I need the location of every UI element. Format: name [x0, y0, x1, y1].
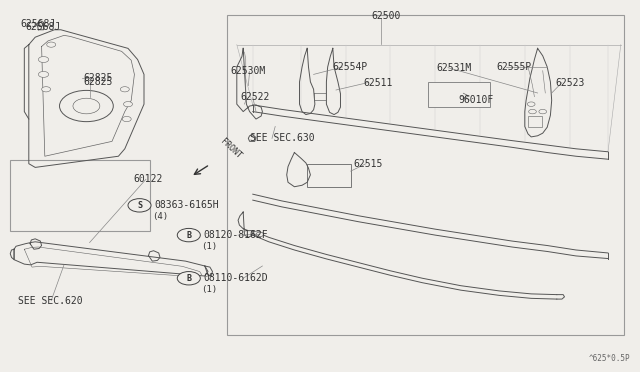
- Circle shape: [256, 232, 264, 237]
- Text: S: S: [137, 201, 142, 210]
- Text: 62511: 62511: [363, 78, 392, 87]
- Bar: [528, 116, 542, 127]
- Text: 62555P: 62555P: [497, 62, 532, 72]
- Circle shape: [47, 42, 56, 47]
- Text: B: B: [186, 231, 191, 240]
- Text: FRONT: FRONT: [219, 137, 243, 161]
- Circle shape: [527, 102, 535, 106]
- Circle shape: [42, 87, 51, 92]
- Circle shape: [529, 109, 536, 114]
- Circle shape: [73, 98, 100, 114]
- Text: SEE SEC.620: SEE SEC.620: [18, 296, 83, 305]
- Text: 62531M: 62531M: [436, 63, 472, 73]
- Text: 62568J: 62568J: [26, 22, 61, 32]
- Bar: [227, 15, 624, 335]
- Circle shape: [120, 87, 129, 92]
- Bar: [307, 164, 351, 187]
- Circle shape: [60, 90, 113, 122]
- Text: 62523: 62523: [556, 78, 585, 87]
- Text: 62530M: 62530M: [230, 67, 266, 76]
- Circle shape: [37, 23, 44, 26]
- Text: 08120-8162F: 08120-8162F: [204, 230, 268, 240]
- Circle shape: [177, 228, 200, 242]
- Text: 62568J: 62568J: [20, 19, 56, 29]
- Text: 62825: 62825: [83, 73, 113, 83]
- Text: ^625*0.5P: ^625*0.5P: [589, 354, 630, 363]
- Text: 62554P: 62554P: [333, 62, 368, 72]
- Text: 96010F: 96010F: [458, 96, 493, 105]
- Text: (1): (1): [202, 242, 218, 251]
- Bar: [10, 160, 150, 231]
- Text: (1): (1): [202, 285, 218, 294]
- Circle shape: [124, 102, 132, 107]
- Text: 62522: 62522: [240, 93, 269, 102]
- Text: 62515: 62515: [353, 159, 383, 169]
- Text: 62825: 62825: [83, 77, 113, 87]
- Circle shape: [38, 71, 49, 77]
- Text: 60122: 60122: [133, 174, 163, 184]
- Text: B: B: [186, 274, 191, 283]
- Text: 08110-6162D: 08110-6162D: [204, 273, 268, 283]
- Circle shape: [38, 57, 49, 62]
- Circle shape: [253, 231, 261, 235]
- Circle shape: [122, 116, 131, 122]
- Text: SEE SEC.630: SEE SEC.630: [250, 134, 314, 143]
- Text: 62500: 62500: [371, 11, 401, 20]
- Circle shape: [128, 199, 151, 212]
- Text: (4): (4): [152, 212, 168, 221]
- Bar: [428, 82, 490, 107]
- Circle shape: [539, 109, 547, 114]
- Text: 08363-6165H: 08363-6165H: [154, 201, 219, 210]
- Circle shape: [177, 272, 200, 285]
